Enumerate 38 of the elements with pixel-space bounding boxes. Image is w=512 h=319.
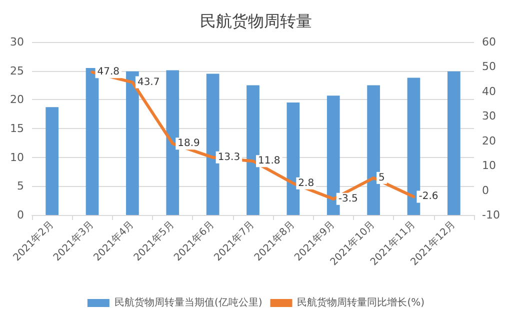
- data-label: -3.5: [338, 193, 358, 204]
- y-tick-label: 30: [10, 36, 24, 48]
- bar: [367, 85, 380, 215]
- y-tick-label: 25: [10, 64, 24, 78]
- y2-tick-label: 0: [482, 184, 489, 197]
- bar: [86, 68, 99, 215]
- y2-tick-label: 60: [482, 36, 496, 48]
- bar: [286, 102, 300, 215]
- data-label: 43.7: [137, 76, 160, 88]
- bar: [407, 78, 420, 215]
- y2-tick-label: 50: [482, 60, 496, 74]
- bar: [206, 74, 220, 215]
- y-tick-label: 20: [10, 93, 24, 106]
- data-label: -2.6: [418, 191, 438, 202]
- bar: [447, 71, 460, 215]
- bar: [46, 107, 59, 215]
- y2-tick-label: -10: [482, 208, 500, 222]
- bar: [246, 85, 260, 215]
- data-label: 5: [378, 172, 385, 184]
- y2-tick-label: 40: [482, 84, 496, 98]
- y2-tick-label: 30: [482, 110, 496, 123]
- y-tick-label: 10: [10, 150, 24, 164]
- data-label: 2.8: [298, 178, 314, 189]
- data-label: 11.8: [258, 156, 280, 167]
- y-tick-label: 0: [17, 208, 24, 222]
- bar: [126, 71, 139, 215]
- y-tick-label: 5: [17, 180, 24, 193]
- legend-label: 民航货物周转量当期值(亿吨公里): [114, 296, 262, 308]
- data-label: 13.3: [218, 152, 240, 163]
- data-label: 18.9: [178, 138, 200, 150]
- chart-title: 民航货物周转量: [200, 12, 312, 30]
- data-label: 47.8: [97, 66, 120, 78]
- y2-tick-label: 20: [482, 134, 496, 148]
- legend-label: 民航货物周转量同比增长(%): [297, 296, 425, 308]
- bar: [166, 70, 180, 215]
- y2-tick-label: 10: [482, 159, 496, 172]
- bar: [326, 96, 340, 215]
- y-tick-label: 15: [10, 122, 24, 135]
